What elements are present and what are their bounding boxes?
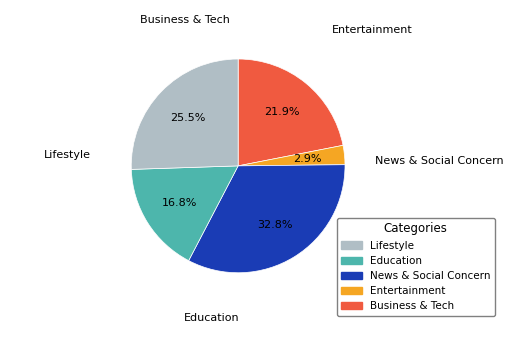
Text: 21.9%: 21.9% <box>264 107 300 117</box>
Text: 16.8%: 16.8% <box>162 198 197 208</box>
Text: Entertainment: Entertainment <box>332 25 413 35</box>
Wedge shape <box>189 165 345 273</box>
Text: 32.8%: 32.8% <box>257 220 292 230</box>
Text: Lifestyle: Lifestyle <box>44 150 90 160</box>
Wedge shape <box>131 59 238 169</box>
Text: Education: Education <box>184 313 239 323</box>
Wedge shape <box>238 59 343 166</box>
Text: 25.5%: 25.5% <box>171 113 206 123</box>
Wedge shape <box>131 166 238 261</box>
Text: News & Social Concern: News & Social Concern <box>375 155 504 166</box>
Text: 2.9%: 2.9% <box>293 154 321 164</box>
Text: Business & Tech: Business & Tech <box>140 15 230 25</box>
Wedge shape <box>238 145 345 166</box>
Legend: Lifestyle, Education, News & Social Concern, Entertainment, Business & Tech: Lifestyle, Education, News & Social Conc… <box>337 218 495 316</box>
